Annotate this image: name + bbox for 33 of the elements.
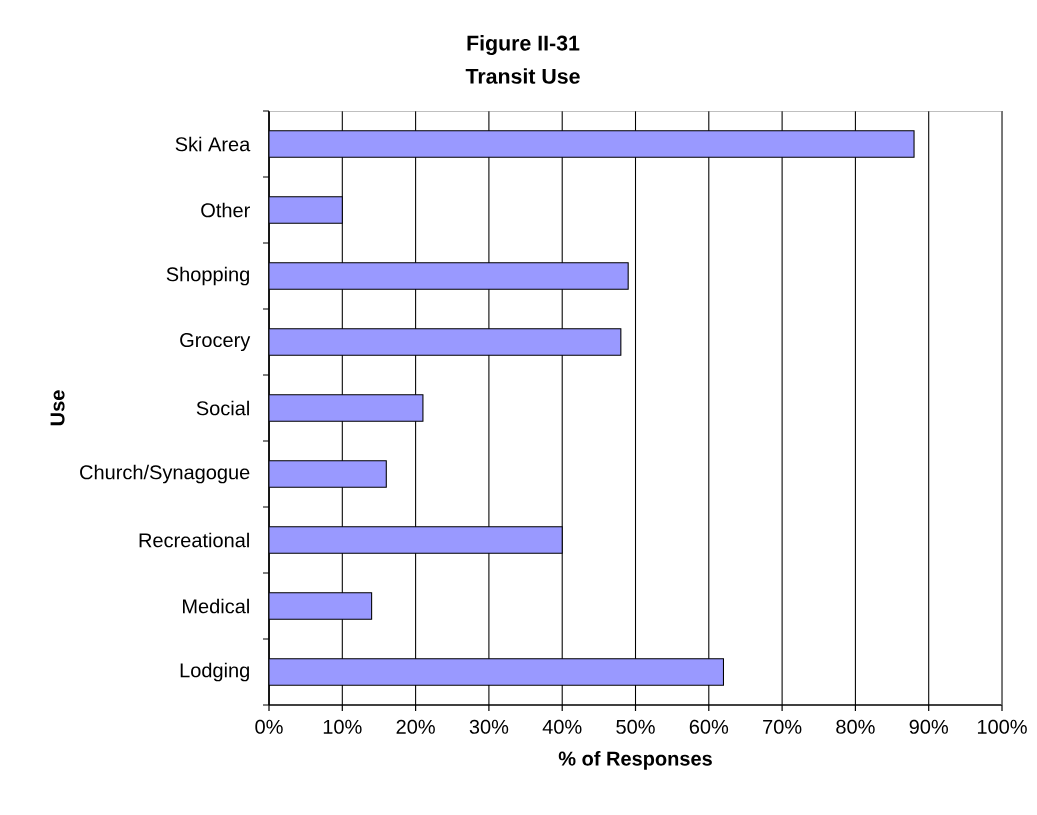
- chart-title: Figure II-31: [467, 35, 580, 55]
- y-tick-label: Ski Area: [175, 136, 251, 152]
- y-tick-label: Shopping: [166, 266, 249, 286]
- chart-subtitle: Transit Use: [465, 68, 580, 84]
- y-axis-title: Use: [50, 390, 65, 426]
- y-tick-label: Social: [196, 400, 249, 416]
- bar: [269, 130, 915, 158]
- x-tick-label: 90%: [909, 719, 948, 734]
- bar: [269, 460, 387, 488]
- x-tick-label: 30%: [469, 719, 509, 734]
- bar: [269, 262, 629, 290]
- y-tick-label: Grocery: [180, 332, 251, 352]
- x-axis-title: % of Responses: [558, 751, 712, 770]
- y-tick-label: Lodging: [180, 662, 249, 682]
- bar: [269, 658, 725, 686]
- x-tick-label: 80%: [836, 719, 875, 734]
- x-tick-label: 70%: [763, 719, 802, 734]
- x-tick-label: 20%: [396, 719, 435, 734]
- x-tick-label: 40%: [542, 719, 582, 734]
- y-tick-label: Other: [201, 202, 250, 218]
- bar: [269, 592, 373, 620]
- bar: [269, 394, 424, 422]
- bar: [269, 196, 343, 224]
- x-tick-label: 10%: [323, 719, 362, 734]
- y-tick-label: Church/Synagogue: [80, 464, 250, 484]
- y-tick-label: Recreational: [139, 532, 249, 548]
- y-tick-label: Medical: [183, 598, 249, 614]
- bar: [269, 526, 563, 554]
- x-tick-label: 50%: [616, 719, 655, 734]
- x-tick-label: 100%: [977, 719, 1027, 734]
- x-tick-label: 60%: [689, 719, 729, 734]
- x-tick-label: 0%: [255, 719, 283, 734]
- bar: [269, 328, 622, 356]
